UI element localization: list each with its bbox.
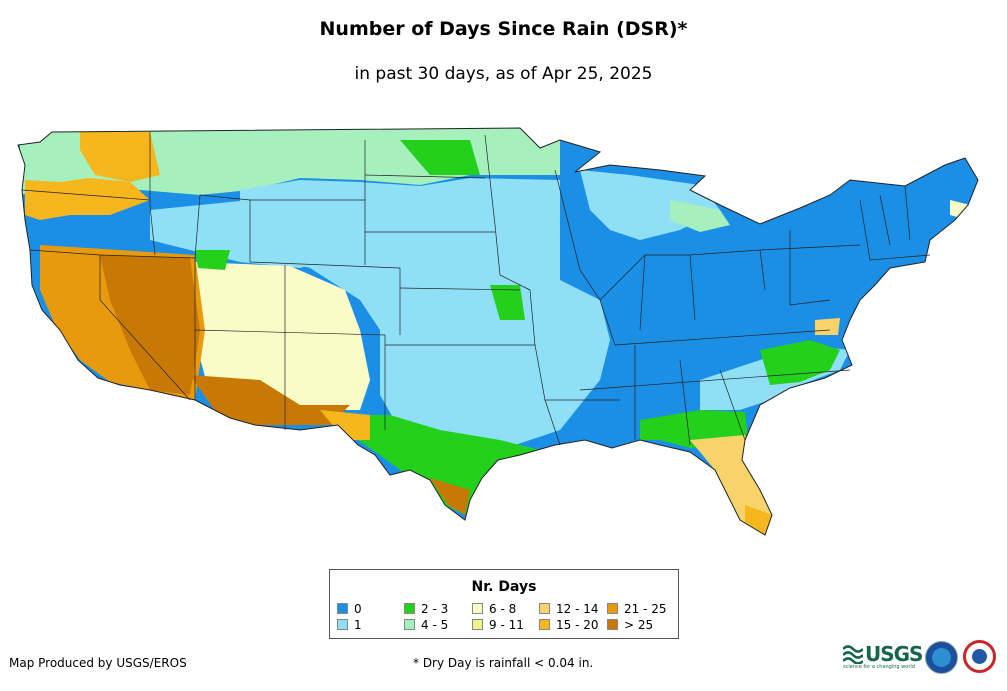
map-subtitle: in past 30 days, as of Apr 25, 2025 (354, 64, 653, 84)
legend-label-0: 0 (354, 602, 362, 616)
legend-label-2-3: 2 - 3 (421, 602, 449, 616)
legend-swatch-12-14 (539, 603, 550, 614)
legend-label-21-25: 21 - 25 (624, 602, 667, 616)
usgs-wordmark: USGS (865, 642, 923, 666)
legend-swatch-2-3 (404, 603, 415, 614)
legend-swatch-21-25 (607, 603, 618, 614)
legend-swatch-6-8 (472, 603, 483, 614)
legend-box: Nr. Days 0 1 2 - 3 4 - 5 6 - 8 9 - 11 12… (329, 569, 679, 639)
dsr-color-regions (18, 128, 978, 535)
legend-label-9-11: 9 - 11 (489, 618, 524, 632)
legend-label-4-5: 4 - 5 (421, 618, 449, 632)
legend-label-15-20: 15 - 20 (556, 618, 599, 632)
legend-title: Nr. Days (471, 579, 537, 595)
usgs-wave-icon (843, 645, 863, 664)
legend-swatch-0 (337, 603, 348, 614)
legend-swatch-15-20 (539, 619, 550, 630)
dry-day-note: * Dry Day is rainfall < 0.04 in. (413, 656, 594, 670)
legend-label-1: 1 (354, 618, 362, 632)
map-title: Number of Days Since Rain (DSR)* (319, 18, 688, 40)
map-credit: Map Produced by USGS/EROS (9, 656, 187, 670)
legend-swatch-4-5 (404, 619, 415, 630)
legend-swatch-9-11 (472, 619, 483, 630)
legend-label-6-8: 6 - 8 (489, 602, 517, 616)
legend-label-gt25: > 25 (624, 618, 654, 632)
legend-label-12-14: 12 - 14 (556, 602, 599, 616)
noaa-logo-icon (925, 641, 958, 674)
legend-swatch-gt25 (607, 619, 618, 630)
legend-swatch-1 (337, 619, 348, 630)
usgs-tagline: science for a changing world (843, 664, 915, 670)
state-boundaries (17, 127, 979, 536)
nws-logo-icon (963, 640, 996, 673)
